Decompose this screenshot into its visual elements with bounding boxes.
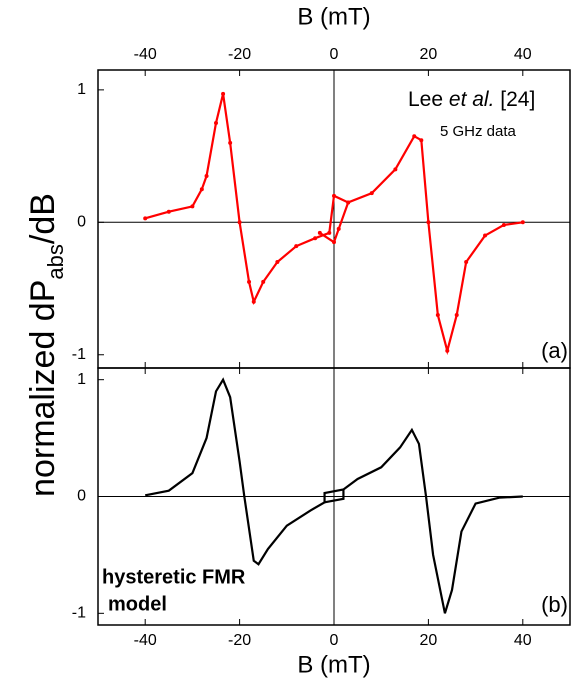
data-point xyxy=(199,187,204,192)
plot-frame xyxy=(97,367,571,626)
y-title-sub: abs xyxy=(43,244,68,279)
panel-label: (b) xyxy=(541,592,568,617)
data-point xyxy=(294,244,299,249)
x-tick-label: 0 xyxy=(330,46,339,63)
data-point xyxy=(419,138,424,143)
data-point xyxy=(445,348,450,353)
annotation-ref: [24] xyxy=(500,88,535,111)
data-point xyxy=(204,173,209,178)
x-tick-label: 0 xyxy=(330,632,339,649)
data-point xyxy=(143,216,148,221)
data-point xyxy=(327,230,332,235)
data-point xyxy=(369,191,374,196)
x-axis-title: B (mT) xyxy=(297,3,370,30)
y-tick-label: -1 xyxy=(72,605,86,622)
y-tick-label: 0 xyxy=(77,488,86,505)
x-tick-label: -20 xyxy=(228,632,251,649)
data-point xyxy=(332,193,336,198)
data-point xyxy=(261,279,266,284)
y-title-tail: /dB xyxy=(24,193,62,244)
data-line xyxy=(319,202,350,244)
x-tick-label: -40 xyxy=(134,632,157,649)
data-point xyxy=(228,140,233,145)
data-point xyxy=(313,236,318,241)
annotation: model xyxy=(108,593,167,615)
data-point xyxy=(332,240,336,245)
data-point xyxy=(317,230,322,235)
panel-label: (a) xyxy=(541,338,568,363)
x-tick-label: -40 xyxy=(134,46,157,63)
data-line xyxy=(324,489,345,504)
data-point xyxy=(412,134,417,139)
data-point xyxy=(221,91,226,96)
data-point xyxy=(166,209,171,214)
data-point xyxy=(237,220,242,225)
annotation: Lee et al. [24] xyxy=(408,88,535,111)
data-point xyxy=(346,200,351,205)
x-tick-label: 20 xyxy=(420,632,438,649)
x-tick-label: -20 xyxy=(228,46,251,63)
data-point xyxy=(393,167,398,172)
annotation-etal: et al. xyxy=(449,88,495,111)
data-point xyxy=(435,313,440,318)
annotation-author: Lee xyxy=(408,88,443,111)
annotation: hysteretic FMR xyxy=(102,566,246,588)
data-point xyxy=(454,313,459,318)
y-title-main: normalized dP xyxy=(24,280,62,497)
annotation: 5 GHz data xyxy=(440,123,517,140)
y-tick-label: 0 xyxy=(77,214,86,231)
y-tick-label: -1 xyxy=(72,346,86,363)
x-axis-title: B (mT) xyxy=(297,651,370,678)
data-point xyxy=(190,204,195,209)
data-point xyxy=(501,222,506,227)
y-axis-title: normalized dPabs/dB xyxy=(24,193,68,497)
data-point xyxy=(251,299,256,304)
x-tick-label: 40 xyxy=(514,632,532,649)
data-point xyxy=(214,120,218,125)
y-tick-label: 1 xyxy=(77,81,86,98)
data-point xyxy=(464,260,469,265)
data-point xyxy=(520,220,525,225)
y-tick-label: 1 xyxy=(77,371,86,388)
data-point xyxy=(483,233,488,238)
x-tick-label: 20 xyxy=(420,46,438,63)
data-point xyxy=(426,220,431,225)
x-tick-label: 40 xyxy=(514,46,532,63)
data-point xyxy=(247,279,252,284)
data-point xyxy=(336,226,341,231)
data-line xyxy=(144,377,523,614)
data-point xyxy=(275,260,280,265)
